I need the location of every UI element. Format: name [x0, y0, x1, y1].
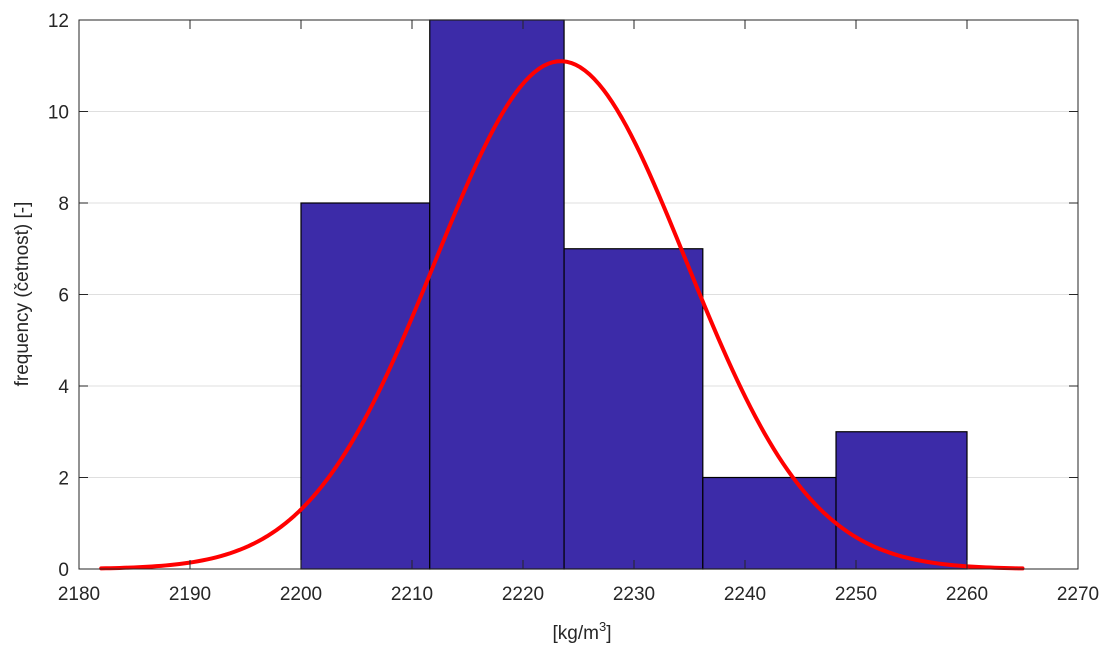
histogram-bar [429, 19, 565, 570]
y-tick-label: 12 [48, 11, 69, 32]
y-tick-label: 6 [58, 286, 69, 307]
x-axis-label: [kg/m3] [553, 619, 612, 644]
x-tick-label: 2180 [58, 584, 100, 605]
x-tick-label: 2190 [169, 584, 211, 605]
y-tick-label: 2 [58, 469, 69, 490]
x-tick-label: 2270 [1057, 584, 1099, 605]
y-tick-labels: 0 2 4 6 8 10 12 [48, 11, 70, 581]
x-tick-label: 2200 [280, 584, 322, 605]
y-tick-label: 10 [48, 103, 69, 124]
normal-fit-curve-group [99, 59, 1025, 571]
x-tick-labels: 2180 2190 2200 2210 2220 2230 2240 2250 2260 2270 [58, 584, 1099, 605]
histogram-bar [563, 248, 704, 570]
x-tick-label: 2210 [391, 584, 433, 605]
normal-fit-curve [99, 59, 1025, 571]
x-tick-label: 2240 [724, 584, 766, 605]
histogram-bar [835, 431, 968, 570]
y-tick-label: 4 [58, 377, 69, 398]
histogram-bar [300, 202, 431, 570]
x-tick-label: 2250 [835, 584, 877, 605]
x-tick-label: 2260 [946, 584, 988, 605]
y-tick-label: 8 [58, 194, 69, 215]
y-tick-label: 0 [58, 560, 69, 581]
histogram-bars [300, 19, 968, 570]
x-tick-label: 2220 [502, 584, 544, 605]
x-tick-label: 2230 [613, 584, 655, 605]
axes [78, 19, 1079, 570]
histogram-bar [702, 476, 837, 570]
y-axis-label: frequency (četnost) [-] [12, 202, 33, 387]
